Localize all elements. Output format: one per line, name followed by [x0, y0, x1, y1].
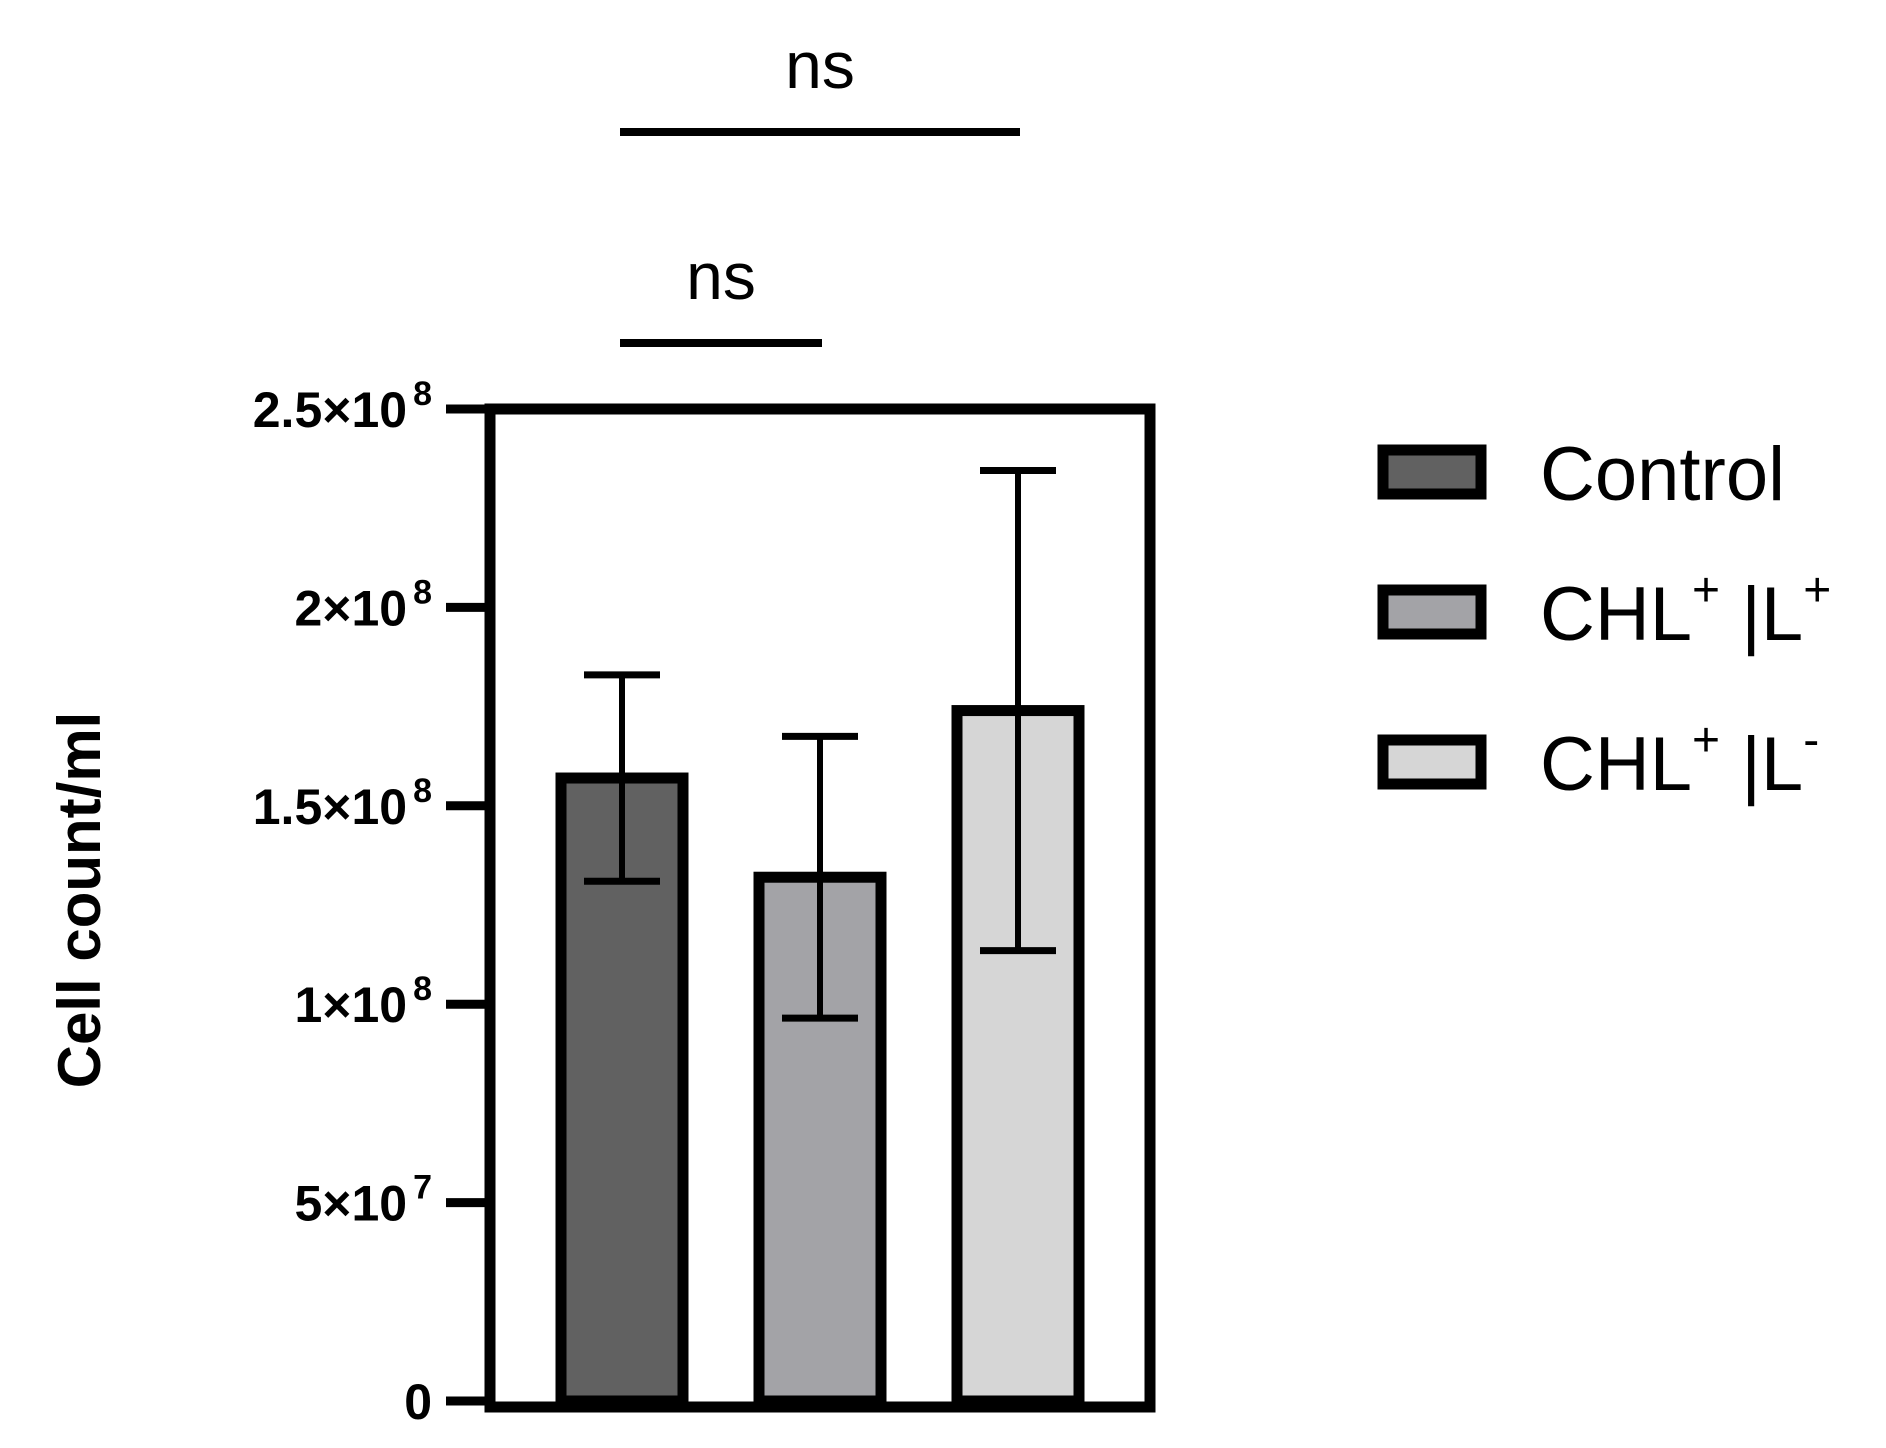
error-bar-3 — [980, 467, 1056, 955]
significance-label: ns — [686, 239, 756, 313]
significance-annotations: ns ns — [620, 28, 1020, 347]
y-tick-label: 1×10 8 — [294, 970, 432, 1033]
plot-frame — [484, 403, 1156, 1413]
y-tick-label: 2.5×10 8 — [253, 375, 432, 438]
error-bars — [584, 467, 1056, 1022]
legend-label: CHL+ |L+ — [1540, 564, 1831, 657]
legend-item-2: CHL+ |L+ — [1377, 564, 1831, 657]
y-tick-label: 5×10 7 — [294, 1169, 432, 1232]
error-bar-1 — [584, 671, 660, 885]
bars — [555, 705, 1085, 1407]
y-axis-title: Cell count/ml — [46, 712, 113, 1089]
y-tick-label: 2×10 8 — [294, 573, 432, 636]
legend-item-3: CHL+ |L- — [1377, 714, 1819, 807]
legend-label: Control — [1540, 432, 1785, 517]
y-axis: 0 5×10 7 1×10 8 1.5×10 8 2×10 8 2.5×10 8 — [253, 375, 490, 1430]
legend-swatch — [1377, 444, 1487, 500]
legend-label: CHL+ |L- — [1540, 714, 1819, 807]
significance-label: ns — [785, 28, 855, 102]
y-tick-label: 0 — [404, 1374, 432, 1430]
legend: Control CHL+ |L+ CHL+ |L- — [1377, 432, 1831, 807]
legend-swatch — [1377, 734, 1487, 790]
legend-swatch — [1377, 584, 1487, 640]
y-tick-label: 1.5×10 8 — [253, 772, 432, 835]
error-bar-2 — [782, 732, 858, 1022]
legend-item-1: Control — [1377, 432, 1785, 517]
